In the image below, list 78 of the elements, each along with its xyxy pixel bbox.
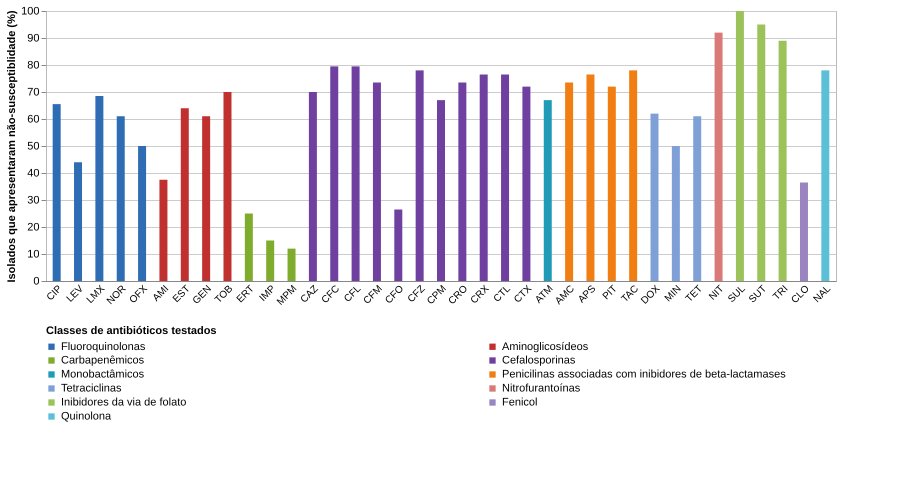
bar <box>736 11 744 281</box>
x-tick-label: TRI <box>771 284 790 303</box>
x-tick-label: CLO <box>789 283 812 306</box>
x-tick-label: TET <box>684 284 705 305</box>
bar <box>202 116 210 281</box>
y-tick-label: 60 <box>27 114 40 126</box>
legend-label: Nitrofurantoínas <box>502 382 581 394</box>
x-tick-label: NAL <box>812 283 834 306</box>
bar <box>501 74 510 281</box>
x-tick-label: CIP <box>44 283 65 304</box>
bar <box>394 209 402 281</box>
legend-title: Classes de antibióticos testados <box>46 325 217 337</box>
bar <box>778 40 787 281</box>
bar <box>608 86 616 281</box>
y-tick-label: 10 <box>27 248 40 260</box>
x-tick-label: TOB <box>213 283 236 306</box>
bar <box>693 116 702 281</box>
bar <box>223 92 232 281</box>
y-tick-label: 90 <box>27 32 40 44</box>
x-tick-label: CFL <box>342 283 364 305</box>
bar <box>308 92 317 281</box>
legend-label: Inibidores da via de folato <box>61 396 186 408</box>
bar <box>330 66 338 281</box>
bar <box>372 82 381 281</box>
y-tick-label: 80 <box>27 60 40 72</box>
bar <box>52 104 61 281</box>
bar <box>480 74 488 281</box>
bar <box>672 146 680 281</box>
x-tick-label: SUL <box>726 283 748 306</box>
legend-label: Cefalosporinas <box>502 354 576 366</box>
bar <box>458 82 466 281</box>
bar <box>522 86 530 281</box>
legend-label: Monobactâmicos <box>61 368 145 380</box>
x-tick-label: AMI <box>150 284 172 304</box>
legend-label: Tetraciclinas <box>61 382 122 394</box>
bar <box>437 100 445 281</box>
legend-label: Fenicol <box>502 396 538 408</box>
y-tick-label: 0 <box>33 276 40 288</box>
x-tick-label: CFZ <box>406 284 428 306</box>
x-tick-label: CFC <box>320 284 342 306</box>
x-tick-label: MIN <box>662 284 684 304</box>
bar <box>352 66 360 281</box>
bar <box>180 108 189 281</box>
x-tick-label: TAC <box>620 284 641 305</box>
x-tick-label: CTL <box>492 283 514 305</box>
legend-label: Aminoglicosídeos <box>502 340 589 353</box>
bar <box>544 100 552 281</box>
bar <box>586 74 594 281</box>
y-tick-label: 50 <box>27 140 40 152</box>
bar <box>757 24 766 281</box>
y-tick-label: 40 <box>27 168 40 180</box>
bar <box>138 146 146 281</box>
bar <box>159 180 168 281</box>
bar <box>244 214 253 281</box>
bar <box>821 70 830 281</box>
y-tick-label: 30 <box>27 194 40 206</box>
bar <box>565 82 574 281</box>
bar <box>650 114 659 281</box>
bar <box>629 70 638 281</box>
legend-label: Quinolona <box>61 410 112 422</box>
legend-label: Penicilinas associadas com inibidores de beta-lactamases <box>502 368 786 380</box>
legend-label: Carbapenêmicos <box>61 354 145 366</box>
bar <box>416 70 424 281</box>
bar <box>288 248 296 281</box>
y-tick-label: 70 <box>27 86 40 98</box>
legend-label: Fluoroquinolonas <box>61 340 146 353</box>
y-axis-title: Isolados que apresentaram não-susceptiblidade (%) <box>6 10 18 283</box>
y-tick-label: 100 <box>21 6 40 18</box>
x-tick-label: CFO <box>383 283 406 306</box>
y-tick-label: 20 <box>27 222 40 234</box>
x-tick-label: NIT <box>707 284 726 303</box>
bar <box>116 116 125 281</box>
bar <box>714 32 723 281</box>
x-tick-label: PIT <box>600 284 620 302</box>
bar <box>800 182 808 281</box>
bar <box>74 162 82 281</box>
bar <box>266 240 274 281</box>
bar <box>95 96 104 281</box>
